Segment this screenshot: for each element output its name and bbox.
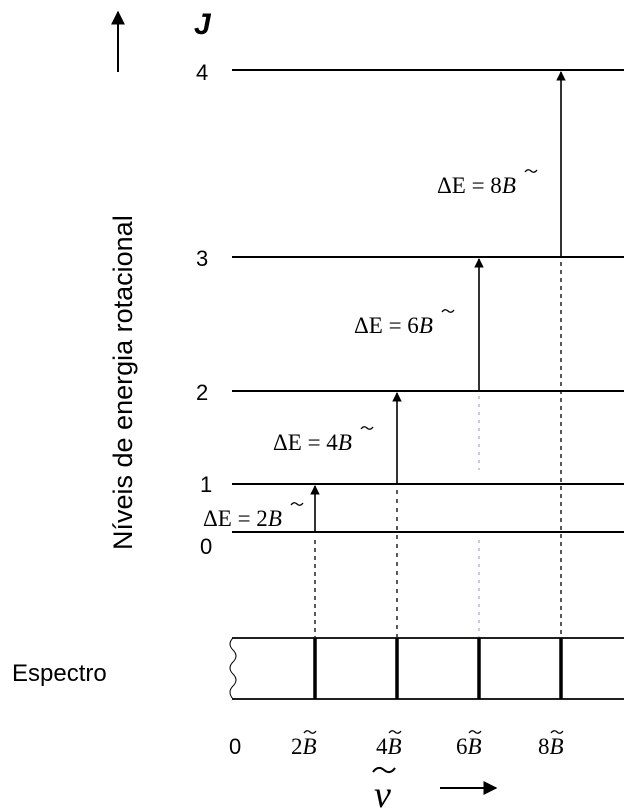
- tick-label-3: 6B: [456, 734, 482, 759]
- spectrum-tick-labels: 0 2B 4B 6B 8B: [229, 730, 564, 759]
- tilde-mark: [441, 309, 455, 313]
- tilde-mark: [524, 169, 538, 173]
- tick-label-4: 8B: [538, 734, 564, 759]
- level-label-1: 1: [200, 472, 212, 497]
- tick-label-zero: 0: [229, 734, 241, 759]
- level-label-2: 2: [196, 380, 208, 405]
- tilde-mark: [303, 730, 317, 734]
- tilde-mark: [290, 502, 304, 506]
- projection-lines: [314, 262, 562, 637]
- tilde-mark: [550, 730, 564, 734]
- delta-e-label-2-3: ΔE = 6B: [354, 313, 433, 338]
- tick-label-1: 2B: [291, 734, 317, 759]
- tick-label-2: 4B: [376, 734, 402, 759]
- level-labels: 4 3 2 1 0: [196, 60, 212, 559]
- x-axis-symbol: ν: [374, 774, 391, 811]
- y-axis-symbol: J: [194, 8, 212, 41]
- transition-arrows: [310, 71, 566, 532]
- level-label-4: 4: [196, 60, 208, 85]
- tilde-mark: [388, 730, 402, 734]
- delta-e-labels: ΔE = 2B ΔE = 4B ΔE = 6B ΔE = 8B: [203, 169, 538, 531]
- level-label-0: 0: [200, 534, 212, 559]
- spectrum: Espectro: [12, 637, 624, 700]
- level-label-3: 3: [196, 246, 208, 271]
- delta-e-label-0-1: ΔE = 2B: [203, 506, 282, 531]
- tilde-mark: [360, 426, 374, 430]
- spectrum-label: Espectro: [12, 660, 107, 687]
- energy-levels: [232, 69, 624, 533]
- spectrum-break-mark: [229, 637, 237, 700]
- x-axis-symbol-tilde: [372, 766, 396, 774]
- delta-e-label-1-2: ΔE = 4B: [273, 430, 352, 455]
- delta-e-label-3-4: ΔE = 8B: [437, 173, 516, 198]
- y-axis-label: Níveis de energia rotacional: [108, 215, 138, 550]
- tilde-mark: [468, 730, 482, 734]
- x-axis: ν: [372, 766, 498, 811]
